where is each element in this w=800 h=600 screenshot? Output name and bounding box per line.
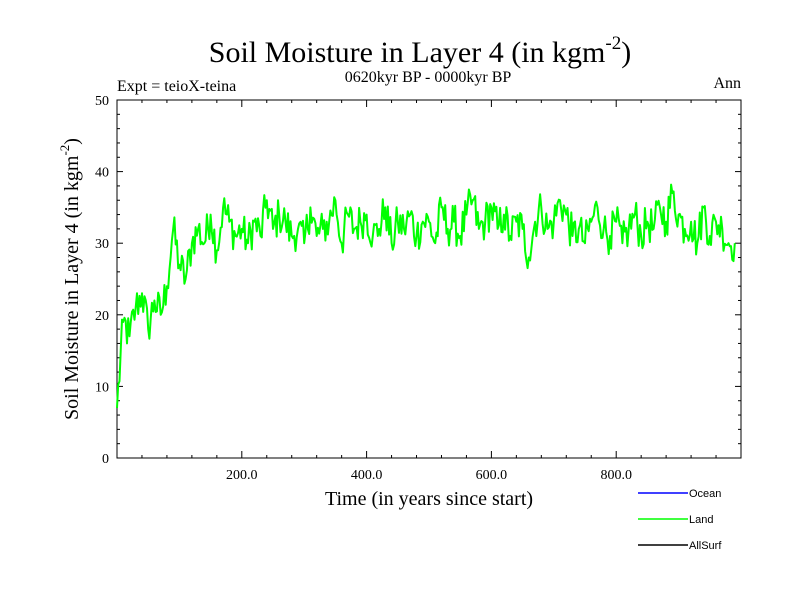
y-axis-label: Soil Moisture in Layer 4 (in kgm-2) bbox=[57, 138, 83, 420]
legend-label-allsurf: AllSurf bbox=[689, 540, 722, 552]
chart-title-end: ) bbox=[621, 36, 631, 69]
chart-title: Soil Moisture in Layer 4 (in kgm-2) bbox=[209, 33, 631, 69]
chart-subtitle: 0620kyr BP - 0000kyr BP bbox=[345, 69, 512, 86]
x-tick-label: 800.0 bbox=[600, 468, 632, 483]
y-tick-label: 30 bbox=[95, 237, 109, 252]
x-tick-label: 200.0 bbox=[226, 468, 258, 483]
legend: Ocean Land AllSurf bbox=[638, 488, 722, 552]
y-tick-label: 10 bbox=[95, 380, 109, 395]
y-tick-label: 50 bbox=[95, 94, 109, 109]
x-tick-label: 600.0 bbox=[476, 468, 508, 483]
series-line-land bbox=[116, 183, 736, 408]
chart-title-main: Soil Moisture in Layer 4 (in kgm bbox=[209, 36, 606, 69]
plot-frame bbox=[116, 99, 742, 459]
x-tick-label: 400.0 bbox=[351, 468, 383, 483]
series-layer bbox=[116, 183, 736, 408]
x-axis: 200.0 400.0 600.0 800.0 bbox=[141, 100, 717, 483]
y-axis-label-sup: -2 bbox=[57, 145, 72, 156]
y-tick-label: 40 bbox=[95, 166, 109, 181]
y-tick-label: 0 bbox=[102, 452, 109, 467]
x-axis-label: Time (in years since start) bbox=[325, 488, 533, 510]
y-tick-label: 20 bbox=[95, 309, 109, 324]
y-axis: 0 10 20 30 40 50 bbox=[95, 94, 741, 467]
y-axis-label-main: Soil Moisture in Layer 4 (in kgm bbox=[61, 155, 83, 420]
chart-title-sup: -2 bbox=[605, 33, 621, 54]
season-label: Ann bbox=[713, 75, 741, 92]
experiment-label: Expt = teioX-teina bbox=[117, 78, 236, 95]
legend-label-land: Land bbox=[689, 514, 713, 526]
legend-label-ocean: Ocean bbox=[689, 488, 721, 500]
y-axis-label-end: ) bbox=[61, 138, 83, 145]
